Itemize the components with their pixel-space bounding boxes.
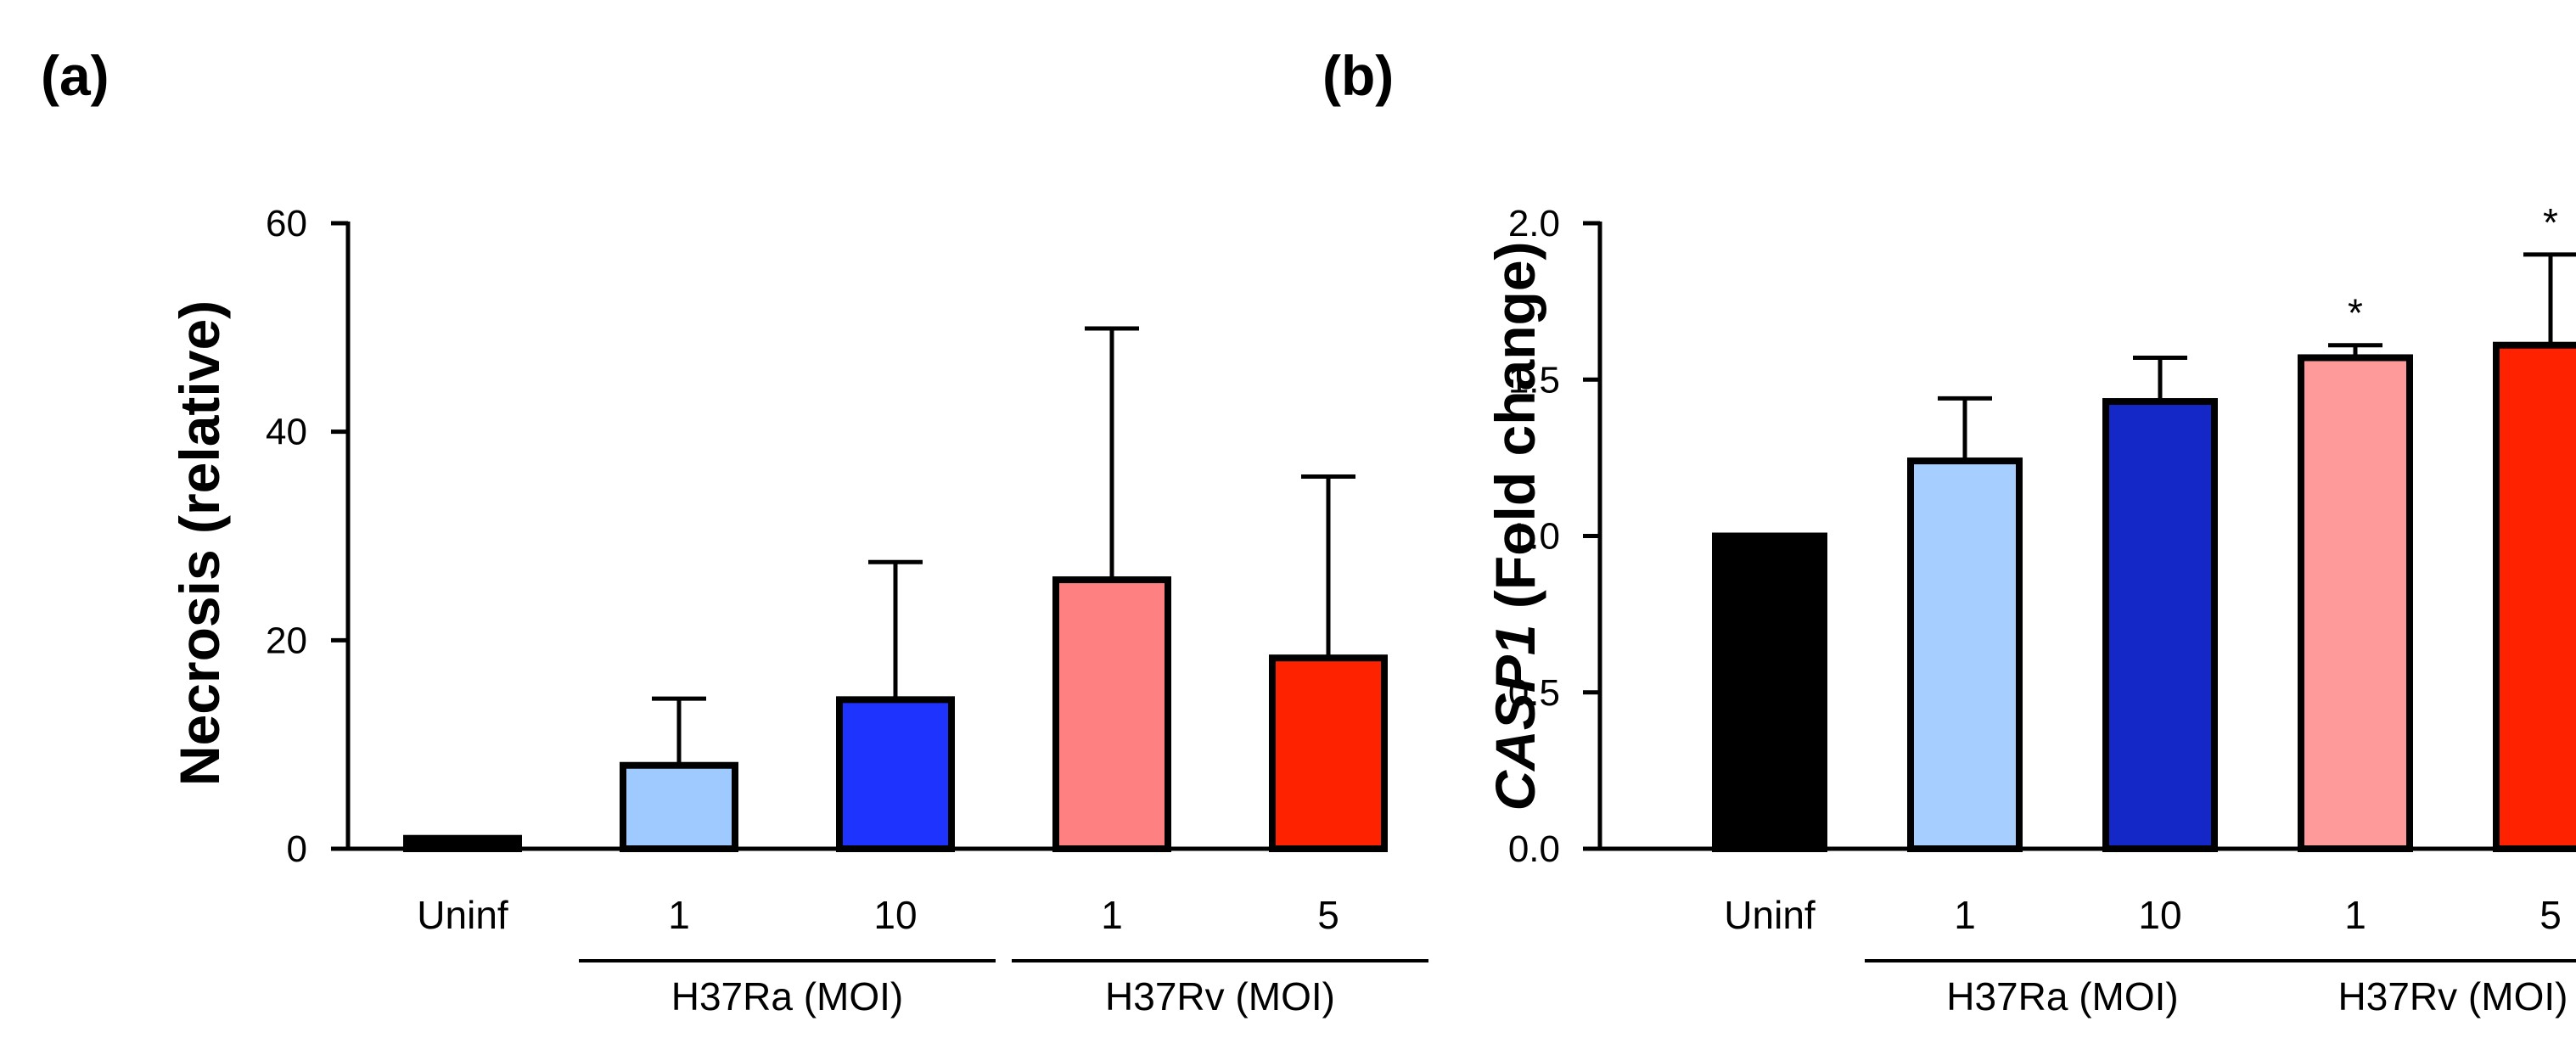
bar: [836, 696, 955, 852]
plot-area-a: 0 20 40 60 Uninf 1 10 1 5 H37Ra (MOI) H37Rv (MOI): [266, 203, 1428, 1019]
group-label: H37Rv (MOI): [1105, 974, 1335, 1019]
x-category-label: Uninf: [417, 893, 508, 937]
x-category-label: Uninf: [1724, 893, 1816, 937]
bar: [1712, 532, 1827, 852]
bar: [2493, 341, 2576, 852]
x-category-label: 10: [2138, 893, 2181, 937]
panel-label-a: (a): [41, 44, 109, 107]
bar: [2298, 354, 2413, 852]
group-label: H37Rv (MOI): [2338, 974, 2568, 1019]
y-tick-label: 60: [266, 203, 307, 244]
bar: [2102, 398, 2218, 853]
y-tick-label: 1.0: [1508, 516, 1560, 558]
significance-marker: *: [2348, 291, 2363, 335]
bar: [403, 834, 522, 853]
x-category-label: 1: [668, 893, 690, 937]
y-tick-label: 1.5: [1508, 359, 1560, 401]
significance-marker: *: [2543, 200, 2558, 244]
y-tick-label: 0.5: [1508, 672, 1560, 714]
x-category-label: 5: [2540, 893, 2562, 937]
y-tick-label: 0: [287, 828, 307, 870]
y-axis-title-rest: (Fold change): [1484, 241, 1546, 624]
bar: [1052, 576, 1171, 853]
y-tick-label: 2.0: [1508, 203, 1560, 244]
y-tick-label: 40: [266, 412, 307, 453]
x-category-label: 5: [1317, 893, 1339, 937]
y-tick-label: 20: [266, 620, 307, 661]
bar: [1269, 654, 1388, 853]
y-axis-title-b: CASP1 (Fold change): [1484, 241, 1546, 811]
bar: [1907, 457, 2023, 852]
panel-a-necrosis-chart: (a) Necrosis (relative) 0 20 40 60 Uninf 1 10 1…: [41, 44, 1428, 1019]
bar: [620, 761, 738, 853]
panel-b-casp1-chart: (b) CASP1 (Fold change) 0.0 0.5 1.0 1.5 2.0 U…: [1322, 44, 2576, 1019]
y-axis-title-gene-name: CASP1: [1484, 624, 1546, 811]
y-tick-label: 0.0: [1508, 828, 1560, 870]
x-category-label: 1: [1101, 893, 1123, 937]
plot-area-b: 0.0 0.5 1.0 1.5 2.0 Uninf 1 10 * 1 * 5 H37Ra (MOI) H3…: [1508, 200, 2576, 1019]
y-axis-title-a: Necrosis (relative): [168, 300, 231, 786]
group-label: H37Ra (MOI): [1946, 974, 2178, 1019]
group-label: H37Ra (MOI): [671, 974, 903, 1019]
x-category-label: 10: [873, 893, 917, 937]
x-category-label: 1: [1954, 893, 1976, 937]
panel-label-b: (b): [1322, 44, 1394, 107]
x-category-label: 1: [2344, 893, 2366, 937]
